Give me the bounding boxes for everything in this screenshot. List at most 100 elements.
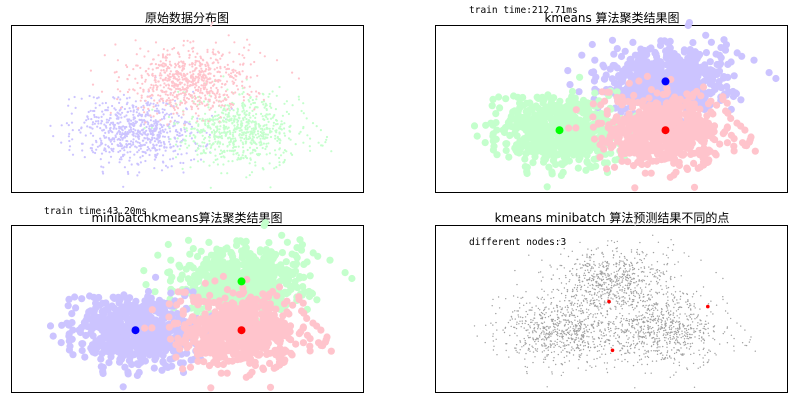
data-point xyxy=(598,88,606,96)
data-point xyxy=(197,107,200,110)
data-point xyxy=(136,141,139,144)
data-point xyxy=(195,105,199,108)
data-point xyxy=(139,147,142,150)
data-point xyxy=(256,136,259,139)
data-point xyxy=(173,136,176,139)
data-point xyxy=(258,153,262,156)
data-point xyxy=(656,65,664,73)
data-point xyxy=(118,126,121,129)
data-point xyxy=(690,56,698,64)
train-time-label: train time:43.20ms xyxy=(44,206,147,217)
data-point xyxy=(83,121,86,124)
data-point xyxy=(548,115,556,124)
data-point xyxy=(144,159,147,163)
data-point xyxy=(67,135,70,138)
data-point xyxy=(216,90,219,93)
data-point xyxy=(251,151,254,154)
data-point xyxy=(214,41,217,44)
data-point xyxy=(120,136,123,139)
data-point xyxy=(134,100,137,103)
data-point xyxy=(163,117,166,120)
data-point xyxy=(655,124,663,132)
data-point xyxy=(243,103,246,106)
data-point xyxy=(175,128,178,132)
data-point xyxy=(213,83,216,86)
data-point xyxy=(218,71,221,74)
data-point xyxy=(175,72,178,75)
data-point xyxy=(194,112,197,115)
data-point xyxy=(182,171,185,174)
data-point xyxy=(232,103,235,106)
data-point xyxy=(247,131,250,134)
data-point xyxy=(189,93,192,97)
data-point xyxy=(154,84,158,87)
data-point xyxy=(250,121,253,124)
data-point xyxy=(715,67,724,75)
data-point xyxy=(194,75,197,78)
data-point xyxy=(242,157,245,160)
data-point xyxy=(248,120,251,123)
data-point xyxy=(189,41,192,44)
data-point xyxy=(161,65,165,68)
data-point xyxy=(631,184,639,192)
data-point xyxy=(644,153,653,161)
data-point xyxy=(245,253,253,261)
data-point xyxy=(94,106,97,109)
data-point xyxy=(194,63,197,66)
data-point xyxy=(166,53,169,56)
data-point xyxy=(234,115,237,118)
data-point xyxy=(159,94,162,97)
data-point xyxy=(207,122,210,125)
data-point xyxy=(297,77,300,80)
data-point xyxy=(100,115,103,118)
data-point xyxy=(151,136,154,139)
data-point xyxy=(206,143,209,146)
data-point xyxy=(156,138,159,141)
data-point xyxy=(227,34,230,37)
data-point xyxy=(157,104,160,107)
data-point xyxy=(214,110,217,113)
data-point xyxy=(110,142,114,146)
data-point xyxy=(125,135,128,138)
data-point xyxy=(197,73,200,76)
data-point xyxy=(60,124,63,127)
data-point xyxy=(139,66,142,69)
data-point xyxy=(102,166,105,169)
data-point xyxy=(181,76,184,79)
data-point xyxy=(662,47,670,55)
data-point xyxy=(657,72,665,80)
data-point xyxy=(621,65,630,73)
data-point xyxy=(209,186,212,189)
data-point xyxy=(211,123,214,126)
data-point xyxy=(297,98,301,101)
data-point xyxy=(190,106,193,109)
data-point xyxy=(173,95,176,99)
data-point xyxy=(250,139,253,142)
data-point xyxy=(283,160,286,163)
data-point xyxy=(309,137,312,140)
data-point xyxy=(107,119,111,122)
data-point xyxy=(121,147,124,150)
data-point xyxy=(157,141,160,144)
data-point xyxy=(78,129,81,132)
data-point xyxy=(547,141,555,149)
data-point xyxy=(122,185,125,188)
data-point xyxy=(649,102,657,110)
data-point xyxy=(523,126,531,135)
data-point xyxy=(185,134,188,138)
data-point xyxy=(209,57,212,60)
data-point xyxy=(128,122,131,125)
data-point xyxy=(733,49,741,57)
data-point xyxy=(709,123,717,131)
data-point xyxy=(256,106,259,109)
data-point xyxy=(139,113,142,117)
data-point xyxy=(205,61,208,64)
data-point xyxy=(254,164,257,167)
data-point xyxy=(230,91,233,94)
data-point xyxy=(223,128,226,131)
data-point xyxy=(263,128,266,131)
data-point xyxy=(134,77,137,80)
data-point xyxy=(200,75,203,78)
data-point xyxy=(279,127,282,130)
data-point xyxy=(197,247,205,255)
